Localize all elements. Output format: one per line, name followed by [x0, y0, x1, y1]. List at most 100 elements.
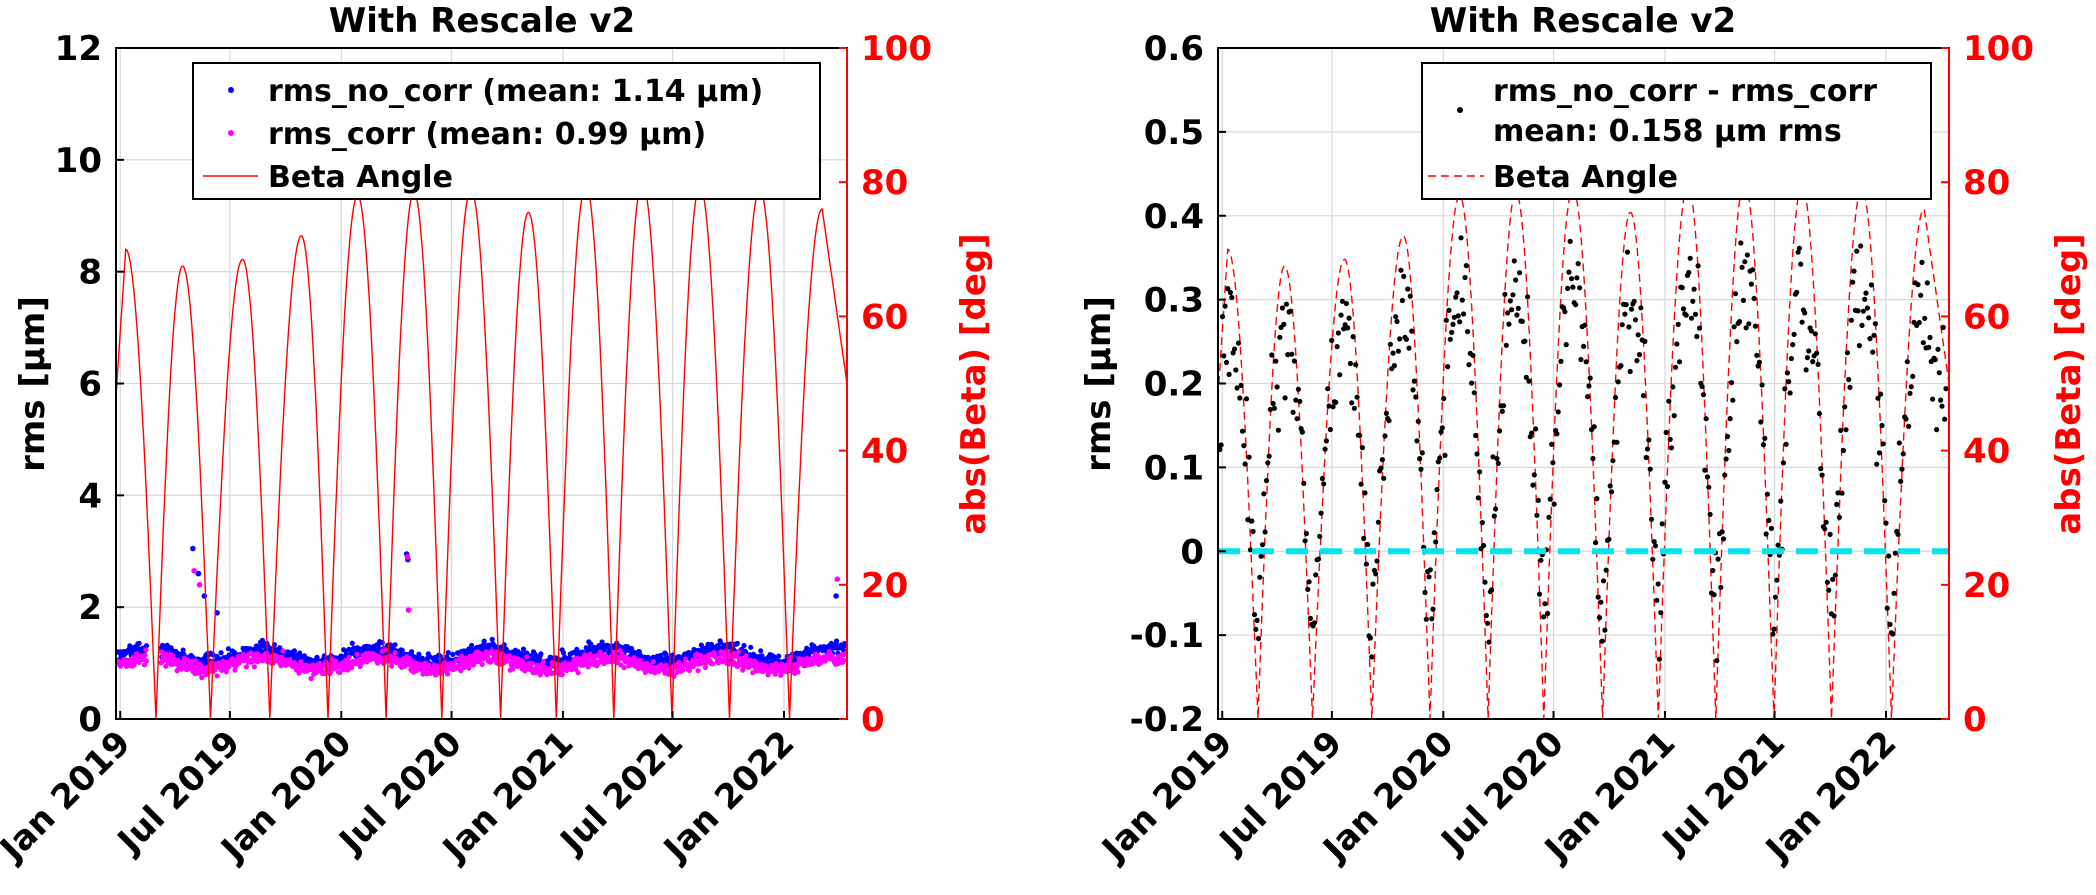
legend-label-difference: rms_no_corr - rms_corr: [1493, 74, 1877, 109]
point-difference: [1519, 318, 1525, 324]
point-rms-corr: [529, 660, 535, 666]
point-difference: [1699, 383, 1705, 390]
point-difference: [1935, 346, 1941, 352]
point-rms-corr: [663, 662, 669, 669]
y-tick-label: 0: [78, 700, 102, 740]
chart-left-title: With Rescale v2: [329, 1, 635, 41]
point-difference: [1600, 578, 1607, 584]
point-difference: [1449, 329, 1455, 335]
point-difference: [1622, 311, 1628, 317]
point-difference: [1688, 315, 1695, 321]
point-rms-corr: [710, 661, 716, 667]
y-tick-label: 8: [78, 253, 102, 293]
point-difference: [1546, 514, 1552, 520]
point-difference: [1270, 400, 1276, 407]
point-difference: [1831, 613, 1837, 619]
point-rms-corr: [392, 650, 398, 656]
point-difference: [1506, 321, 1512, 327]
point-difference: [1587, 375, 1593, 381]
point-rms-no-corr: [776, 653, 782, 659]
point-difference: [1930, 396, 1936, 402]
point-rms-no-corr: [636, 649, 643, 655]
point-difference: [1378, 465, 1384, 471]
point-rms-no-corr: [195, 570, 202, 577]
point-difference: [1768, 525, 1774, 532]
point-difference: [1418, 466, 1424, 472]
point-difference: [1875, 395, 1881, 401]
legend-box: [192, 62, 821, 200]
point-difference: [1401, 273, 1407, 279]
point-difference: [1596, 615, 1603, 621]
point-difference: [1337, 372, 1343, 378]
point-rms-no-corr: [833, 593, 839, 599]
y-tick-label: 0: [1180, 532, 1204, 572]
point-difference: [1443, 317, 1449, 323]
point-difference: [1886, 553, 1892, 559]
point-rms-no-corr: [351, 645, 357, 651]
point-difference: [1391, 363, 1397, 369]
point-rms-corr: [466, 665, 472, 671]
point-difference: [1663, 429, 1669, 435]
y-tick-label: 6: [78, 365, 102, 405]
point-difference: [1257, 574, 1263, 580]
point-difference: [1379, 457, 1385, 463]
point-difference: [1803, 367, 1809, 373]
point-difference: [1746, 321, 1752, 327]
point-difference: [1632, 317, 1639, 323]
point-difference: [1239, 428, 1246, 434]
point-difference: [1879, 422, 1885, 429]
point-difference: [1319, 475, 1325, 482]
point-difference: [1486, 639, 1492, 645]
point-difference: [1266, 453, 1272, 459]
point-difference: [1731, 324, 1737, 330]
point-difference: [1325, 386, 1331, 392]
y-tick-label: 0.5: [1144, 113, 1204, 153]
point-difference: [1567, 238, 1573, 244]
point-difference: [1884, 605, 1890, 611]
point-difference: [1454, 290, 1460, 296]
point-difference: [1844, 350, 1850, 356]
point-difference: [1531, 472, 1537, 478]
point-difference: [1868, 282, 1874, 288]
point-difference: [1862, 296, 1868, 302]
point-rms-corr: [299, 662, 305, 668]
point-rms-corr: [404, 554, 411, 560]
point-difference: [1662, 479, 1668, 485]
point-difference: [1499, 408, 1505, 414]
point-rms-corr: [702, 664, 709, 671]
chart-left-legend: rms_no_corr (mean: 1.14 µm) rms_corr (me…: [192, 62, 821, 200]
point-difference: [1855, 308, 1861, 314]
point-difference: [1728, 380, 1735, 386]
point-difference: [1407, 293, 1413, 299]
point-difference: [1856, 343, 1862, 349]
point-rms-corr: [568, 667, 575, 673]
y-tick-label-right: 20: [1963, 566, 2010, 606]
point-difference: [1281, 321, 1287, 327]
point-difference: [1301, 480, 1307, 486]
point-difference: [1289, 351, 1295, 357]
point-rms-corr: [795, 669, 801, 675]
point-difference: [1219, 314, 1226, 320]
point-difference: [1535, 497, 1541, 503]
point-difference: [1848, 317, 1854, 323]
point-difference: [1762, 435, 1768, 441]
point-difference: [1723, 456, 1729, 462]
point-difference: [1654, 597, 1660, 603]
point-difference: [1690, 298, 1696, 304]
point-difference: [1619, 322, 1625, 328]
point-rms-corr: [337, 669, 343, 676]
point-difference: [1415, 418, 1421, 424]
point-difference: [1347, 360, 1353, 367]
point-rms-corr: [191, 568, 197, 574]
point-difference: [1606, 536, 1612, 542]
point-rms-corr: [575, 670, 581, 676]
point-difference: [1305, 586, 1311, 593]
point-difference: [1433, 539, 1439, 545]
point-difference: [1537, 591, 1543, 597]
point-rms-corr: [278, 663, 284, 669]
point-difference: [1306, 579, 1312, 585]
point-difference: [1470, 352, 1476, 359]
point-difference: [1417, 456, 1423, 462]
y-tick-label-right: 80: [1963, 163, 2010, 203]
